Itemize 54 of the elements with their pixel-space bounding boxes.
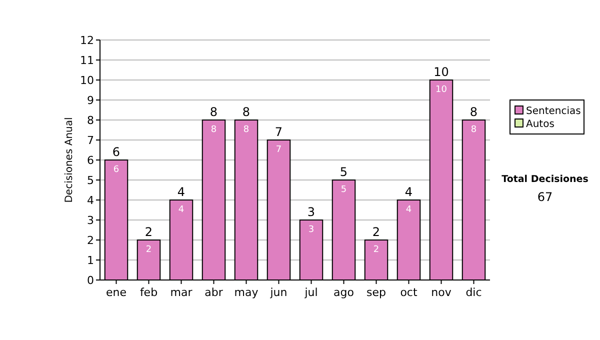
data-label: 3 <box>308 225 314 235</box>
y-axis-title: Decisiones Anual <box>64 117 75 203</box>
x-tick-label: sep <box>366 286 386 299</box>
x-tick-label: ene <box>106 286 127 299</box>
data-label: 2 <box>146 245 152 255</box>
x-tick-label: ago <box>334 286 354 299</box>
legend-label: Sentencias <box>526 106 581 117</box>
total-label: 10 <box>434 65 449 79</box>
y-tick-label: 12 <box>80 34 94 47</box>
y-tick-label: 11 <box>80 54 94 67</box>
y-tick-label: 4 <box>87 194 94 207</box>
y-tick-label: 0 <box>87 274 94 287</box>
y-tick-label: 9 <box>87 94 94 107</box>
data-label: 10 <box>436 85 448 95</box>
x-tick-label: jul <box>304 286 318 299</box>
x-tick-label: oct <box>400 286 418 299</box>
x-tick-label: may <box>234 286 259 299</box>
total-label: 7 <box>274 125 283 139</box>
y-tick-label: 3 <box>87 214 94 227</box>
data-label: 8 <box>243 125 250 135</box>
total-label: 5 <box>340 165 348 179</box>
data-label: 5 <box>340 185 347 195</box>
total-label: 8 <box>242 105 250 119</box>
x-tick-label: jun <box>269 286 288 299</box>
text: Total Decisiones <box>502 174 589 185</box>
data-label: 7 <box>276 145 282 155</box>
total-label: 2 <box>144 225 153 239</box>
x-tick-label: dic <box>466 286 482 299</box>
text: 67 <box>537 190 553 204</box>
data-label: 2 <box>373 245 380 255</box>
y-tick-label: 2 <box>87 234 94 247</box>
data-label: 8 <box>470 125 477 135</box>
legend-label: Autos <box>526 119 554 130</box>
x-tick-label: feb <box>140 286 158 299</box>
x-tick-label: mar <box>170 286 193 299</box>
y-tick-label: 10 <box>80 74 94 87</box>
total-label: 8 <box>210 105 218 119</box>
y-tick-label: 5 <box>87 174 94 187</box>
x-tick-label: nov <box>431 286 452 299</box>
data-label: 4 <box>178 205 184 215</box>
total-label: 4 <box>404 185 413 199</box>
data-label: 8 <box>210 125 217 135</box>
total-label: 2 <box>372 225 380 239</box>
y-tick-label: 1 <box>87 254 94 267</box>
data-label: 4 <box>406 205 412 215</box>
total-label: 6 <box>112 145 120 159</box>
y-tick-label: 7 <box>87 134 94 147</box>
y-tick-label: 8 <box>87 114 94 127</box>
total-label: 4 <box>177 185 186 199</box>
total-label: 8 <box>470 105 478 119</box>
x-tick-label: abr <box>204 286 224 299</box>
data-label: 6 <box>113 165 120 175</box>
total-label: 3 <box>307 205 316 219</box>
y-tick-label: 6 <box>87 154 94 167</box>
